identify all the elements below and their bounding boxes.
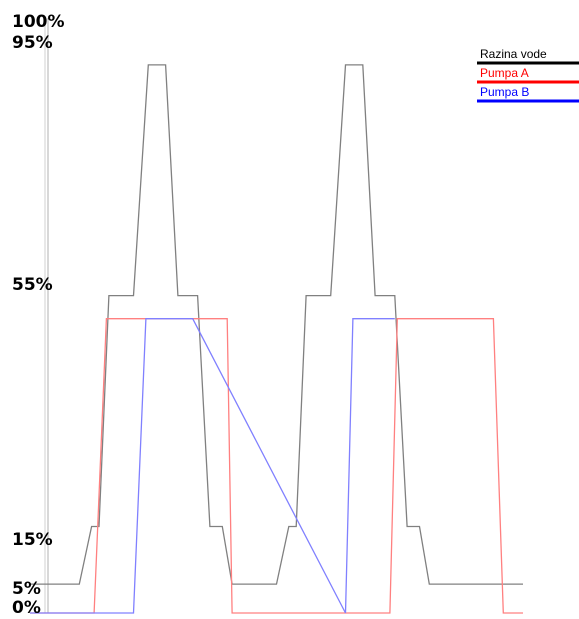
series-layer	[30, 64, 523, 614]
legend-label: Pumpa A	[480, 66, 529, 80]
series-line-razina-vode	[30, 64, 523, 585]
series-line-pumpa-a	[30, 318, 523, 614]
series-line-pumpa-b	[30, 318, 395, 614]
legend: Razina vode Pumpa A Pumpa B	[477, 47, 579, 103]
y-tick-label: 95%	[12, 33, 53, 53]
legend-label: Razina vode	[480, 47, 547, 61]
y-tick-label: 55%	[12, 275, 53, 295]
y-tick-label: 100%	[12, 12, 65, 32]
y-tick-labels: 100%95% 55% 15% 5%0%	[12, 12, 65, 618]
y-tick-label: 0%	[12, 598, 41, 618]
legend-label: Pumpa B	[480, 85, 529, 99]
y-tick-label: 15%	[12, 530, 53, 550]
y-tick-label: 5%	[12, 579, 41, 599]
